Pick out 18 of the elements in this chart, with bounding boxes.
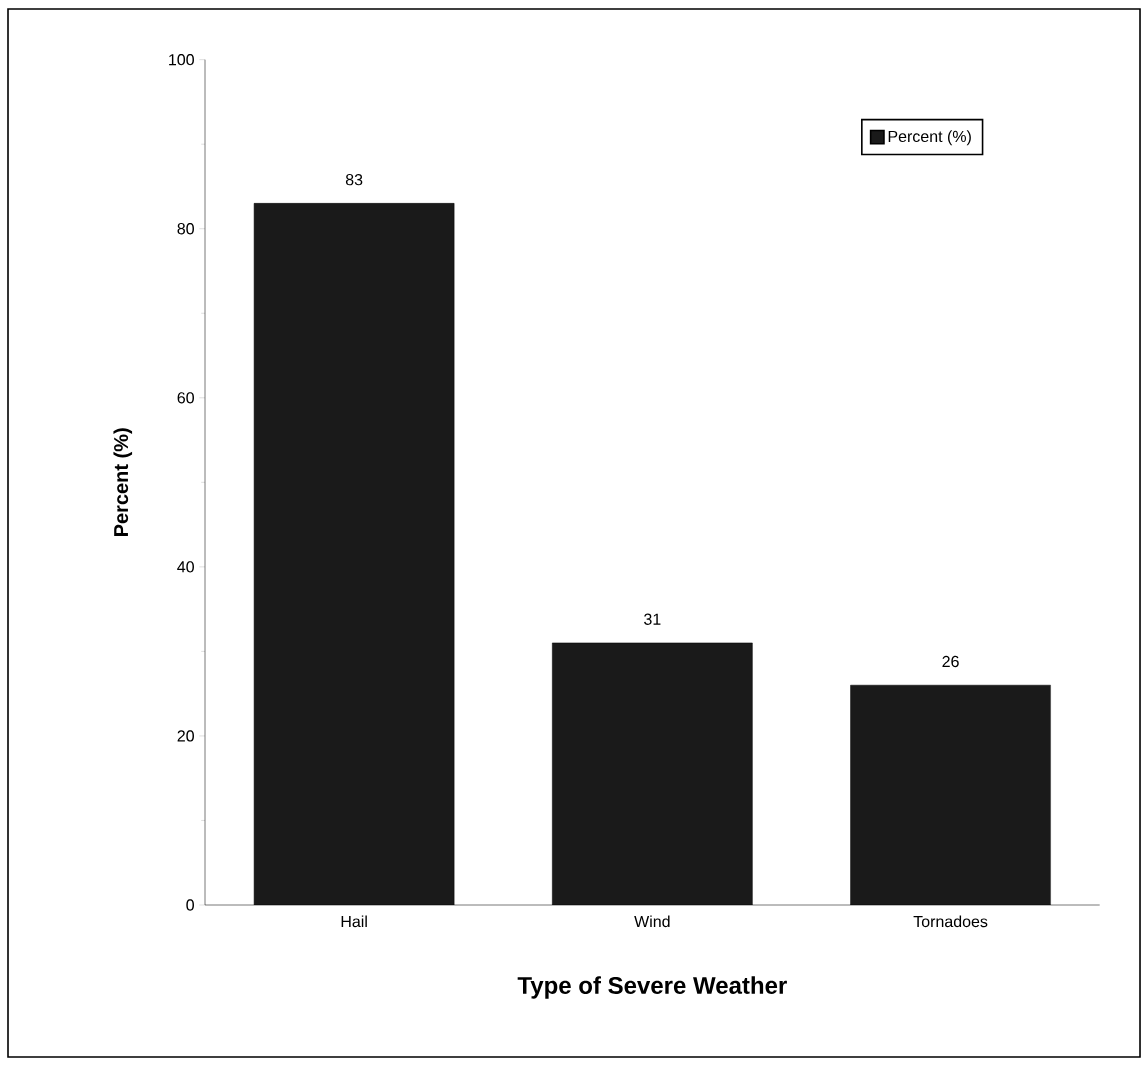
bar [552,642,753,905]
x-tick-label: Hail [341,915,367,928]
data-label: 31 [644,613,661,625]
y-tick-label: 80 [177,223,194,235]
y-tick-label: 0 [186,899,194,911]
data-label: 83 [345,174,363,186]
x-tick-label: Tornadoes [913,915,988,928]
x-tick-label: Wind [634,915,670,928]
legend-label: Percent (%) [888,130,971,146]
y-tick-label: 20 [177,730,194,742]
y-tick-label: 60 [177,392,194,404]
y-axis-title: Percent (%) [113,428,133,537]
bar [850,684,1051,905]
x-axis-title: Type of Severe Weather [517,976,787,999]
bar [254,203,455,905]
y-tick-label: 40 [177,561,194,573]
data-label: 26 [942,655,959,668]
y-tick-label: 100 [169,54,194,66]
